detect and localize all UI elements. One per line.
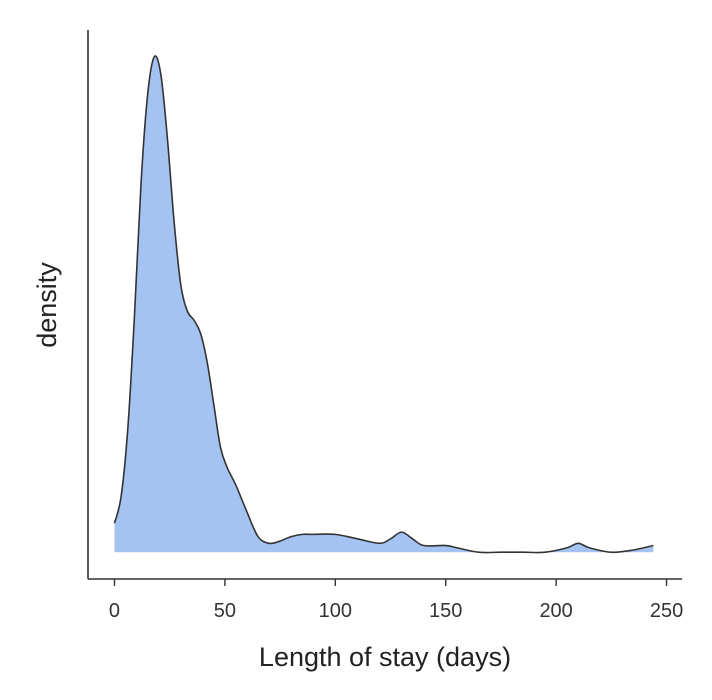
y-axis-title: density [32,262,62,348]
density-area [114,55,654,553]
x-tick-label: 250 [650,600,683,622]
x-tick-label: 100 [319,600,352,622]
density-line [113,55,654,554]
x-tick-label: 150 [429,600,462,622]
x-tick-label: 200 [539,600,572,622]
plot-area [113,55,654,554]
x-tick-label: 50 [214,600,236,622]
x-tick-label: 0 [109,600,120,622]
x-axis-ticks: 0 50 100 150 200 250 [109,579,683,622]
x-axis-title: Length of stay (days) [259,642,511,672]
